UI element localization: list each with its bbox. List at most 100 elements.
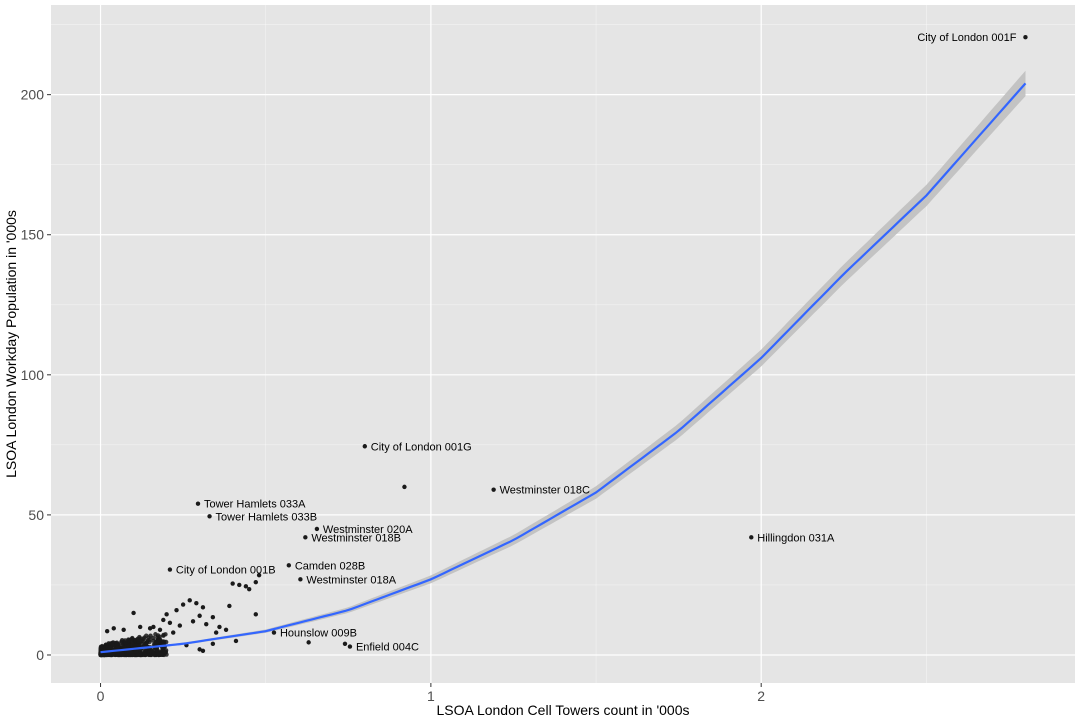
labeled-data-point [303, 535, 308, 540]
cluster-point [142, 641, 147, 647]
data-point [111, 626, 116, 631]
cluster-point [136, 636, 141, 642]
x-axis-title: LSOA London Cell Towers count in '000s [436, 702, 689, 718]
labeled-data-point [207, 514, 212, 519]
data-point [256, 572, 262, 578]
labeled-data-point [167, 567, 173, 572]
cluster-point [154, 647, 159, 653]
data-point [190, 619, 196, 624]
cluster-point [164, 652, 169, 657]
data-point [180, 602, 186, 607]
data-point [233, 638, 239, 644]
data-point [197, 613, 202, 618]
data-point [253, 612, 258, 617]
minor-gridlines [51, 5, 1075, 683]
fit-line [100, 82, 1027, 654]
y-axis: 0 50 100 150 200 [21, 87, 51, 663]
cluster-point [135, 652, 141, 658]
point-label: Hillingdon 031A [757, 532, 835, 544]
data-point [151, 624, 156, 630]
point-label: Westminster 018C [500, 485, 590, 497]
labeled-data-point [347, 644, 353, 649]
point-label: Enfield 004C [356, 642, 419, 654]
data-point [342, 641, 348, 646]
labeled-data-point [286, 563, 292, 568]
x-tick-label: 0 [97, 688, 105, 704]
data-point [227, 603, 232, 609]
cluster-point [126, 650, 132, 655]
x-axis: 0 1 2 [97, 683, 765, 704]
data-point [177, 623, 183, 628]
data-point [187, 598, 192, 603]
cluster-point [129, 637, 134, 642]
data-point [164, 612, 169, 617]
labeled-data-point [298, 577, 303, 582]
point-label: Westminster 018A [306, 574, 396, 586]
x-tick-label: 2 [757, 688, 765, 704]
cluster-point [129, 643, 134, 649]
cluster-point [107, 645, 113, 651]
point-label: City of London 001B [176, 565, 276, 577]
data-point [157, 627, 163, 632]
point-label: City of London 001G [371, 441, 472, 453]
point-label: Westminster 018B [311, 532, 401, 544]
cluster-point [148, 633, 153, 638]
data-point [402, 484, 407, 490]
labeled-data-point [491, 487, 496, 492]
data-point [217, 624, 222, 630]
cluster-point [161, 633, 166, 638]
cluster-point [153, 640, 159, 646]
cluster-point [153, 632, 158, 637]
y-tick-label: 50 [28, 507, 44, 523]
point-label: Hounslow 009B [280, 628, 357, 640]
panel-background [51, 5, 1075, 683]
data-point [147, 626, 153, 631]
cluster-point [123, 640, 128, 645]
labeled-data-point [195, 501, 201, 506]
labeled-data-point [1023, 35, 1028, 40]
data-point [167, 620, 173, 625]
point-label: Tower Hamlets 033A [204, 499, 306, 511]
y-axis-title: LSOA London Workday Population in '000s [3, 210, 19, 478]
data-point [104, 628, 110, 634]
data-point [131, 610, 136, 616]
y-tick-label: 200 [21, 87, 45, 103]
cluster-point [115, 652, 120, 657]
cluster-point [158, 652, 164, 657]
data-point [306, 640, 311, 645]
point-label: City of London 001F [917, 32, 1016, 44]
data-point [243, 584, 249, 589]
data-point [197, 647, 202, 652]
data-point [200, 605, 206, 610]
cluster-point [142, 652, 148, 658]
point-label: Tower Hamlets 033B [216, 511, 318, 523]
labeled-data-point [314, 526, 320, 532]
fit-curve [100, 82, 1027, 654]
data-point [161, 617, 166, 623]
y-tick-label: 100 [21, 367, 45, 383]
point-label: Camden 028B [295, 560, 365, 572]
cluster-point [102, 652, 108, 658]
x-tick-label: 1 [427, 688, 435, 704]
data-point [121, 627, 126, 632]
cluster-point [146, 652, 152, 658]
data-point [213, 630, 219, 635]
data-point [210, 614, 216, 620]
data-point [194, 600, 199, 606]
y-tick-label: 150 [21, 227, 45, 243]
cluster-point [129, 652, 135, 657]
data-point [237, 582, 242, 588]
data-point [246, 586, 252, 592]
cluster-point [147, 637, 152, 642]
data-point [223, 627, 229, 632]
cluster-point [157, 637, 162, 643]
data-point [171, 630, 176, 635]
cluster-point [161, 641, 167, 646]
cluster-point [141, 636, 146, 642]
cluster-point [114, 642, 119, 647]
data-point [200, 648, 206, 653]
point-label: Westminster 020A [323, 524, 413, 536]
data-point [204, 621, 209, 627]
cluster-point [110, 642, 115, 647]
data-point [174, 607, 179, 613]
